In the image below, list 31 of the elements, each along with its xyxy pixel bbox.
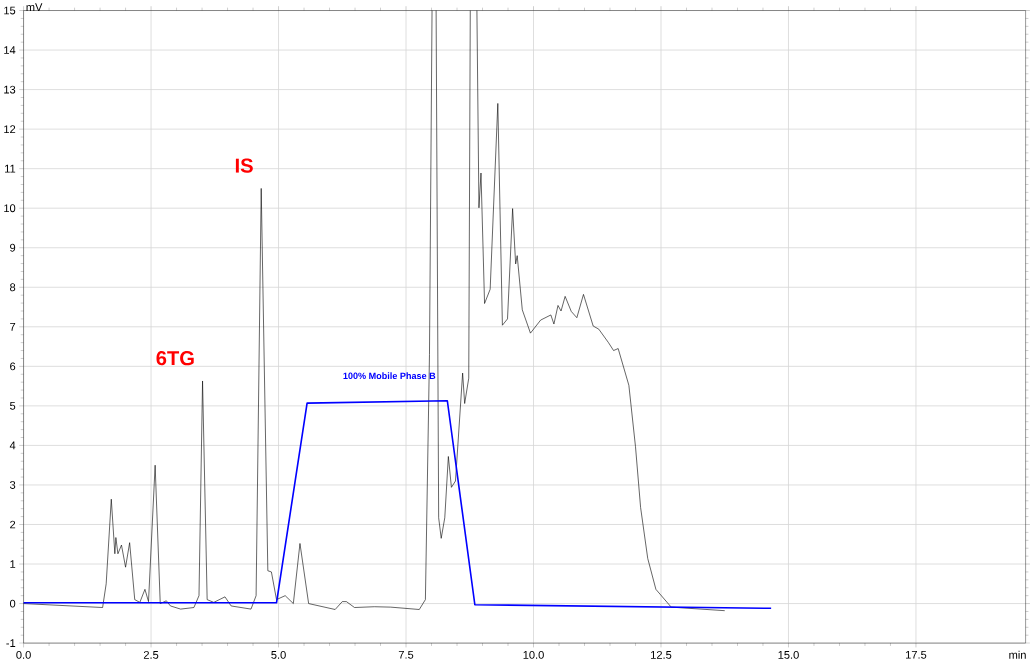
y-tick-label: 8: [10, 283, 16, 292]
x-tick-label: 2.5: [143, 650, 159, 659]
y-tick-label: 7: [10, 322, 16, 331]
x-tick-label: 12.5: [651, 650, 672, 659]
x-tick-label: 15.0: [778, 650, 799, 659]
y-tick-label: 14: [4, 46, 16, 54]
y-tick-label: 10: [4, 204, 16, 213]
y-tick-label: 3: [9, 480, 16, 489]
y-tick-label: 13: [4, 85, 16, 94]
annotation: 6TG: [156, 350, 194, 366]
annotation: IS: [235, 158, 253, 173]
text: 100% Mobile Phase B: [343, 372, 436, 379]
y-tick-label: 6: [10, 362, 16, 371]
y-tick-label: 1: [10, 560, 16, 568]
y-tick-label: 9: [10, 243, 16, 252]
y-tick-label: -1: [6, 639, 16, 647]
line-series: [22, 399, 772, 610]
y-tick-label: 4: [9, 441, 16, 450]
x-tick-label: 5.0: [271, 650, 286, 659]
y-axis-title: mV: [26, 3, 43, 11]
y-tick-label: 15: [4, 6, 16, 15]
y-tick-label: 12: [4, 125, 16, 133]
x-tick-label: 17.5: [906, 650, 927, 659]
x-tick-label: 10.0: [523, 650, 544, 659]
x-tick-label: 7.5: [398, 650, 414, 659]
x-tick-label: 0.0: [16, 650, 31, 659]
x-axis-title: min: [1009, 650, 1026, 659]
y-tick-label: 5: [9, 401, 16, 410]
y-tick-label: 2: [10, 520, 16, 529]
y-tick-label: 11: [5, 164, 16, 173]
y-tick-label: 0: [9, 599, 16, 608]
